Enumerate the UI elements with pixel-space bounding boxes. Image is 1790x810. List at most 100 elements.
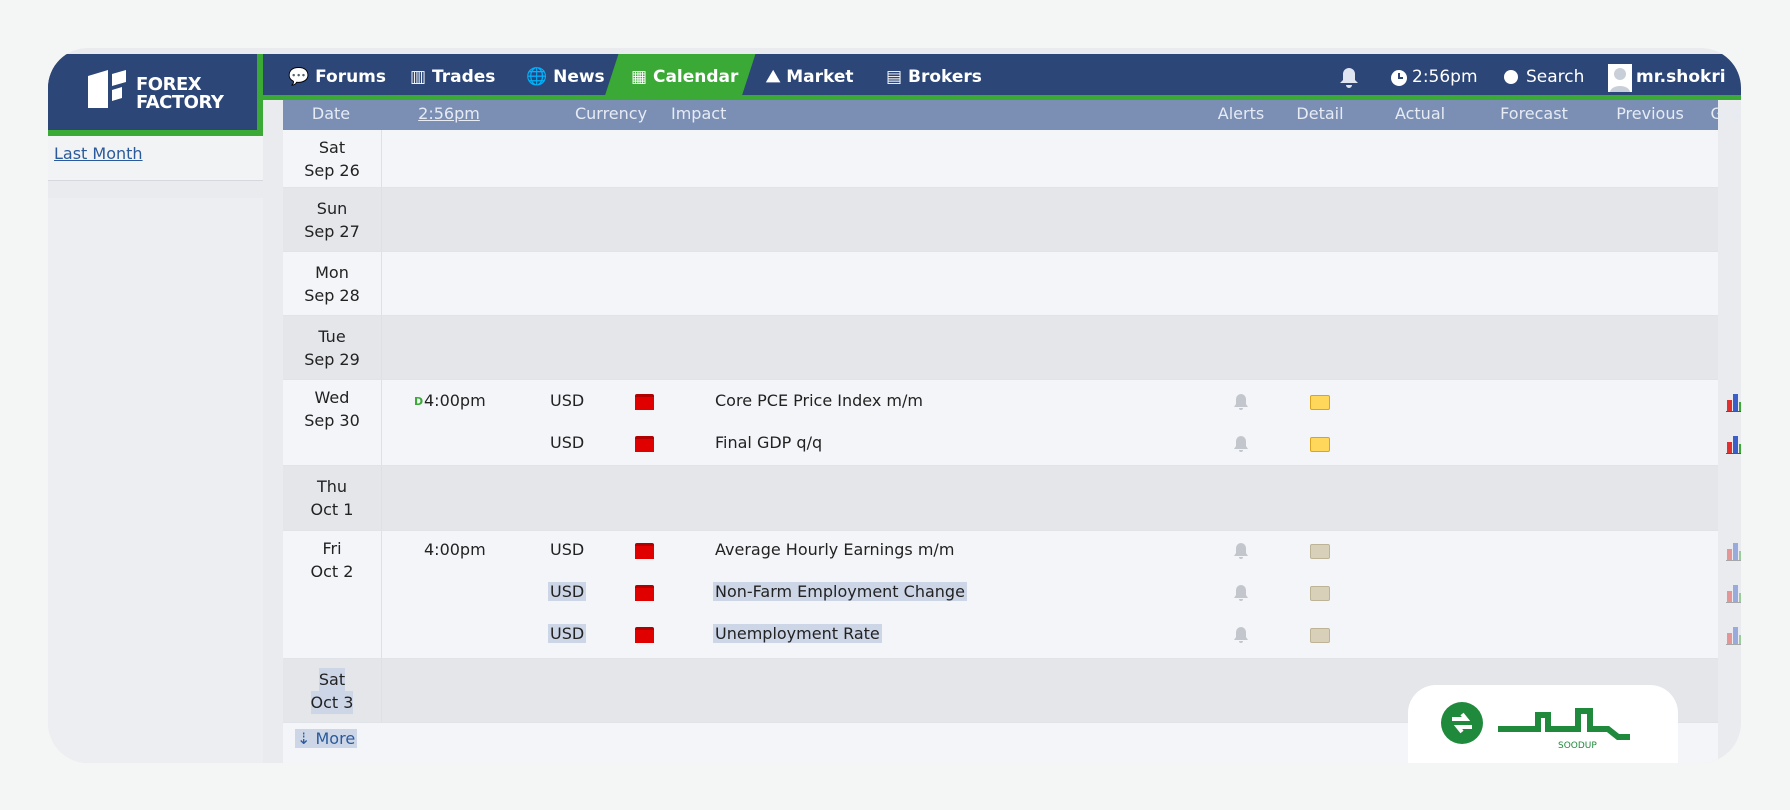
date: Sep 29: [304, 349, 360, 369]
calendar-table: Date 2:56pm Currency Impact Alerts Detail Actu…: [283, 100, 1741, 763]
username[interactable]: mr.shokri: [1636, 67, 1726, 87]
day: Mon: [315, 262, 349, 282]
date-cell: Thu Oct 1: [283, 466, 382, 530]
column-header: Detail: [1296, 104, 1344, 123]
nav-label[interactable]: Market: [786, 67, 854, 87]
graph-icon[interactable]: [1726, 392, 1741, 412]
alert-bell[interactable]: [1232, 392, 1250, 412]
date-cell: Wed Sep 30: [283, 380, 382, 465]
nav-icon: 💬: [288, 67, 316, 87]
day-row: Sun Sep 27: [283, 188, 1718, 252]
detail-folder[interactable]: [1310, 628, 1330, 643]
column-header[interactable]: 2:56pm: [418, 104, 480, 123]
bell-icon[interactable]: [1338, 66, 1360, 88]
event-name[interactable]: Average Hourly Earnings m/m: [715, 540, 955, 559]
date: Sep 27: [304, 221, 360, 241]
event-time: 4:00pm: [424, 391, 486, 410]
nav-icon: ▥: [410, 67, 432, 87]
detail-folder[interactable]: [1310, 437, 1330, 452]
impact-icon: [635, 394, 654, 410]
nav-item[interactable]: 💬 Forums: [288, 54, 386, 100]
alert-bell[interactable]: [1232, 541, 1250, 561]
nav-label[interactable]: Forums: [315, 67, 387, 87]
detail-folder[interactable]: [1310, 544, 1330, 559]
logo-text[interactable]: FOREX FACTORY: [136, 74, 224, 113]
event-name[interactable]: Core PCE Price Index m/m: [715, 391, 923, 410]
column-header: Actual: [1394, 104, 1446, 123]
app-window: FOREX FACTORY 2:56pm Search mr.shokri La…: [48, 48, 1741, 763]
clock-time[interactable]: 2:56pm: [1412, 67, 1478, 87]
currency: USD: [550, 433, 585, 452]
nav-item[interactable]: ▥ Trades: [410, 54, 495, 100]
day: Sat: [318, 137, 346, 157]
more-link[interactable]: ⇣ More: [295, 729, 358, 748]
date-cell: Sun Sep 27: [283, 188, 382, 251]
last-month-link[interactable]: Last Month: [54, 144, 143, 163]
alert-bell[interactable]: [1232, 583, 1250, 603]
nav-icon: 🌐: [526, 67, 554, 87]
more-text[interactable]: More: [315, 729, 356, 748]
column-header: Alerts: [1217, 104, 1265, 123]
day-row: Sat Sep 26: [283, 130, 1718, 188]
date: Sep 28: [304, 285, 360, 305]
alert-bell[interactable]: [1232, 434, 1250, 454]
impact-icon: [635, 627, 654, 643]
nav-item[interactable]: ▤ Brokers: [886, 54, 982, 100]
column-header: Forecast: [1500, 104, 1568, 123]
graph-icon[interactable]: [1726, 434, 1741, 454]
date-text: Tue Sep 29: [283, 325, 381, 371]
date-text: Mon Sep 28: [283, 261, 381, 307]
column-header: Graph: [1710, 104, 1741, 123]
date-text: Sat Sep 26: [283, 136, 381, 182]
more-row[interactable]: ⇣ More: [283, 723, 1718, 763]
column-header: Date: [311, 104, 351, 123]
watermark: SOODUP: [1408, 685, 1678, 763]
nav-label[interactable]: Brokers: [907, 67, 982, 87]
currency: USD: [550, 391, 585, 410]
logo-panel: [48, 54, 263, 136]
column-header: Previous: [1616, 104, 1684, 123]
nav-bar: [48, 54, 1741, 100]
alert-bell[interactable]: [1232, 625, 1250, 645]
nav-item[interactable]: ⛰ Market: [766, 54, 853, 100]
watermark-logo: [1441, 702, 1630, 744]
table-header: Date 2:56pm Currency Impact Alerts Detail Actu…: [283, 100, 1741, 130]
graph-icon[interactable]: [1726, 625, 1741, 645]
currency: USD: [548, 624, 587, 643]
day: Tue: [318, 326, 346, 346]
event-name[interactable]: Non-Farm Employment Change: [713, 582, 967, 601]
detail-folder[interactable]: [1310, 395, 1330, 410]
date-cell: Sat Oct 3: [283, 659, 382, 722]
nav-label[interactable]: Trades: [431, 67, 496, 87]
graph-icon[interactable]: [1726, 541, 1741, 561]
nav-item[interactable]: ▦ Calendar: [631, 54, 738, 100]
nav-label[interactable]: Calendar: [652, 67, 739, 87]
date-text: Thu Oct 1: [283, 475, 381, 521]
graph-icon[interactable]: [1726, 583, 1741, 603]
date-text: Fri Oct 2: [283, 537, 381, 583]
date: Oct 3: [310, 690, 354, 714]
event-name[interactable]: Unemployment Rate: [713, 624, 882, 643]
avatar: [1608, 64, 1632, 92]
date-cell: Mon Sep 28: [283, 252, 382, 315]
day-flag: D: [414, 395, 424, 408]
day-row: Wed Sep 30 D 4:00pm USD Core PCE Price Index …: [283, 380, 1741, 466]
nav-icon: ▤: [886, 67, 908, 87]
sidebar-box: [48, 136, 263, 181]
day-row: Mon Sep 28: [283, 252, 1718, 316]
currency: USD: [550, 540, 585, 559]
nav-label[interactable]: News: [553, 67, 605, 87]
date: Oct 2: [310, 562, 354, 581]
date: Sep 30: [304, 411, 360, 430]
nav-item[interactable]: 🌐 News: [526, 54, 605, 100]
detail-folder[interactable]: [1310, 586, 1330, 601]
event-name[interactable]: Final GDP q/q: [715, 433, 823, 452]
sidebar-panel: [48, 198, 263, 763]
nav-icon: ⛰: [766, 67, 787, 87]
day-row: Fri Oct 2 4:00pm USD Average Hourly Earnings…: [283, 531, 1741, 659]
date-text: Sat Oct 3: [283, 667, 381, 714]
day-row: Thu Oct 1: [283, 466, 1718, 531]
search[interactable]: Search: [1526, 67, 1585, 87]
nav-icon: ▦: [631, 67, 653, 87]
watermark-text: SOODUP: [1558, 741, 1597, 751]
